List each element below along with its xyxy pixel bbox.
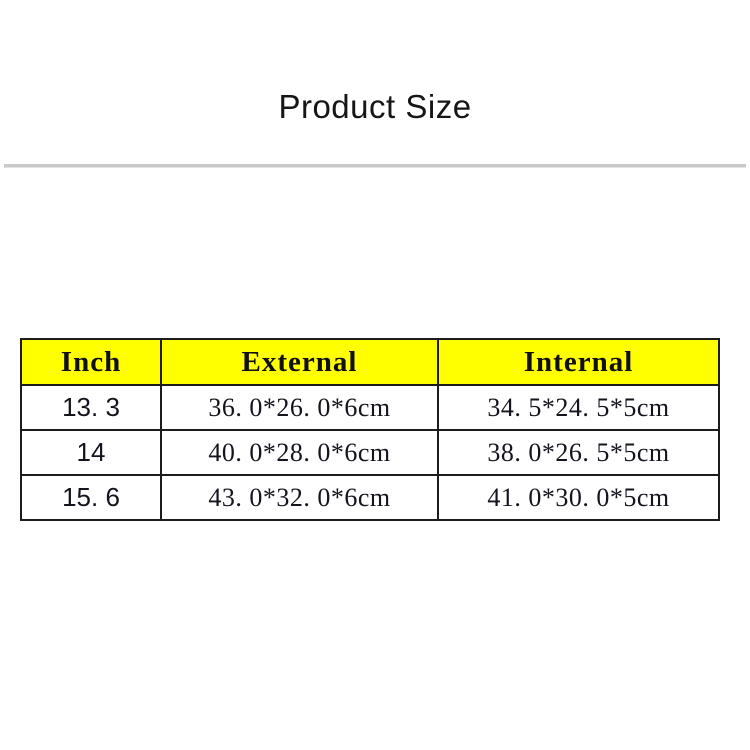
column-header-inch: Inch	[20, 338, 162, 386]
cell-internal-13-3: 34. 5*24. 5*5cm	[437, 384, 720, 431]
product-size-table: Inch External Internal 13. 3 36. 0*26. 0…	[20, 338, 720, 521]
divider	[4, 164, 746, 168]
cell-inch-13-3: 13. 3	[20, 384, 162, 431]
cell-inch-14: 14	[20, 429, 162, 476]
cell-inch-15-6: 15. 6	[20, 474, 162, 521]
column-header-external: External	[160, 338, 439, 386]
cell-external-13-3: 36. 0*26. 0*6cm	[160, 384, 439, 431]
cell-internal-15-6: 41. 0*30. 0*5cm	[437, 474, 720, 521]
table-row-15-6: 15. 6 43. 0*32. 0*6cm 41. 0*30. 0*5cm	[20, 474, 720, 521]
table-row-14: 14 40. 0*28. 0*6cm 38. 0*26. 5*5cm	[20, 429, 720, 476]
cell-external-14: 40. 0*28. 0*6cm	[160, 429, 439, 476]
column-header-internal: Internal	[437, 338, 720, 386]
cell-external-15-6: 43. 0*32. 0*6cm	[160, 474, 439, 521]
table-header-row: Inch External Internal	[20, 338, 720, 386]
cell-internal-14: 38. 0*26. 5*5cm	[437, 429, 720, 476]
table-row-13-3: 13. 3 36. 0*26. 0*6cm 34. 5*24. 5*5cm	[20, 384, 720, 431]
page-title: Product Size	[278, 88, 472, 125]
